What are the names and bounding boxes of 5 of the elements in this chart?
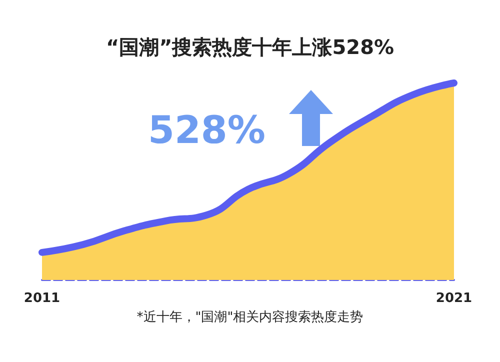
annotation: 528% [148, 108, 266, 152]
x-tick-label: 2021 [436, 291, 472, 306]
chart-title: “国潮”搜索热度十年上涨528% [104, 34, 396, 61]
text: *近十年，"国潮"相关内容搜索热度走势 [136, 309, 364, 326]
x-tick-label: 2011 [24, 291, 60, 306]
